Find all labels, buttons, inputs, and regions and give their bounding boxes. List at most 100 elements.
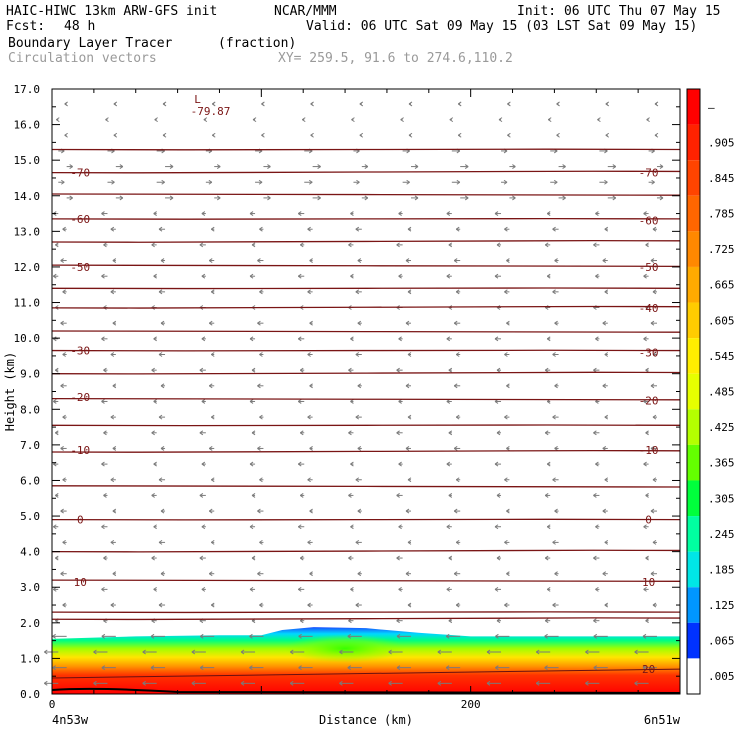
circulation-vector-head — [112, 320, 117, 326]
circulation-vector-head — [544, 242, 549, 248]
circulation-vector-head — [494, 336, 499, 342]
circulation-vector-head — [261, 101, 265, 107]
circulation-vector-head — [650, 508, 655, 514]
circulation-vector-head — [552, 352, 556, 357]
circulation-vector-head — [307, 352, 311, 357]
circulation-vector-head — [388, 680, 392, 686]
circulation-vector-head — [446, 586, 451, 592]
circulation-vector-head — [158, 539, 163, 545]
circulation-vector-head — [453, 446, 458, 451]
colorbar-label: .425 — [708, 421, 735, 434]
circulation-vector-head — [595, 461, 599, 467]
circulation-vector-head — [396, 665, 401, 671]
circulation-vector-head — [249, 336, 254, 342]
circulation-vector-head — [105, 117, 109, 123]
forecast-hour: 48 h — [64, 19, 96, 34]
circulation-vector-head — [464, 195, 469, 201]
y-tick-label: 14.0 — [14, 190, 41, 203]
circulation-vector-head — [348, 555, 352, 561]
circulation-vector-head — [546, 524, 551, 530]
colorbar-segment — [687, 622, 700, 659]
circulation-vector-head — [364, 195, 369, 201]
circulation-vector-head — [101, 633, 106, 639]
circulation-vector-head — [113, 132, 118, 138]
circulation-vector-head — [602, 508, 607, 514]
circulation-vector-head — [199, 555, 204, 561]
circulation-vector-head — [110, 289, 115, 295]
circulation-vector-head — [642, 633, 647, 639]
contour-label: -10 — [639, 444, 659, 457]
circulation-vector-head — [507, 101, 511, 107]
circulation-vector-head — [210, 226, 215, 232]
circulation-vector-head — [151, 242, 155, 248]
circulation-vector-head — [595, 211, 599, 216]
circulation-vector-head — [643, 211, 647, 216]
circulation-vector-head — [652, 602, 657, 608]
temperature-contour-line — [51, 170, 681, 174]
circulation-vector-head — [355, 414, 360, 420]
circulation-vector-head — [309, 258, 313, 263]
circulation-vector-head — [645, 493, 649, 498]
circulation-vector-head — [504, 414, 508, 420]
circulation-vector-head — [208, 508, 213, 514]
circulation-vector-head — [299, 493, 304, 498]
circulation-vector-head — [650, 320, 655, 326]
circulation-vector-head — [595, 273, 599, 279]
circulation-vector-head — [297, 461, 302, 467]
circulation-vector-head — [405, 508, 410, 514]
contour-label: -20 — [639, 394, 659, 407]
circulation-vector-head — [364, 164, 369, 169]
circulation-vector-head — [350, 586, 354, 592]
circulation-vector-head — [55, 242, 59, 248]
colorbar-label: .785 — [708, 208, 735, 221]
circulation-vector-head — [357, 571, 362, 577]
circulation-vector-head — [405, 383, 410, 389]
circulation-vector-head — [652, 477, 657, 483]
circulation-vector-head — [153, 524, 157, 530]
circulation-vector-head — [604, 226, 609, 232]
circulation-vector-head — [506, 446, 510, 451]
circulation-vector-head — [604, 477, 609, 483]
circulation-vector-head — [448, 618, 453, 624]
circulation-vector-head — [408, 101, 413, 107]
circulation-vector-head — [605, 132, 610, 138]
circulation-vector-head — [650, 383, 655, 389]
circulation-vector-head — [355, 352, 360, 357]
circulation-vector-head — [407, 226, 412, 232]
circulation-vector-head — [464, 164, 469, 169]
circulation-vector-head — [257, 446, 261, 451]
circulation-vector-head — [160, 320, 165, 326]
circulation-vector-head — [101, 461, 105, 467]
circulation-vector-head — [93, 649, 97, 655]
circulation-vector-head — [299, 242, 304, 248]
axes: 0.0 1.0 2.0 3.0 4.0 5.0 6.0 7.0 8.0 9.0 10.0 11.0 12… — [3, 83, 681, 727]
circulation-vector-head — [199, 430, 204, 436]
colorbar-segment — [687, 160, 700, 196]
circulation-vector-head — [299, 555, 304, 561]
colorbar: – .905 .845 .785 .725 .665 .605 .545 .485 .425 .36… — [686, 88, 735, 695]
circulation-vector-head — [562, 164, 566, 169]
colorbar-label: .365 — [708, 457, 735, 470]
circulation-vector-head — [110, 352, 115, 357]
circulation-vector-head — [455, 352, 460, 357]
circulation-vector-head — [659, 164, 664, 169]
colorbar-label: .485 — [708, 386, 735, 399]
circulation-vector-head — [507, 132, 511, 138]
model-title: HAIC-HIWC 13km ARW-GFS init — [6, 4, 218, 19]
circulation-vector-head — [317, 164, 321, 169]
circulation-vector-head — [251, 555, 256, 561]
temperature-contour-line — [51, 148, 681, 151]
circulation-vector-head — [398, 524, 402, 530]
circulation-vector-head — [62, 289, 66, 295]
circulation-vector-head — [151, 430, 155, 436]
colorbar-label: .545 — [708, 350, 735, 363]
circulation-vector-head — [414, 195, 419, 201]
temperature-contours: -70 -60 -50 -30 -20 -10 0 10 -70 -60 -50 -40 -30 -20 -… — [51, 93, 681, 679]
circulation-vector-head — [119, 195, 124, 201]
circulation-vector-head — [307, 226, 311, 232]
contour-label: 0 — [77, 514, 84, 527]
circulation-vector-head — [101, 665, 106, 671]
circulation-vector-head — [297, 399, 302, 404]
circulation-vector-head — [259, 414, 263, 420]
